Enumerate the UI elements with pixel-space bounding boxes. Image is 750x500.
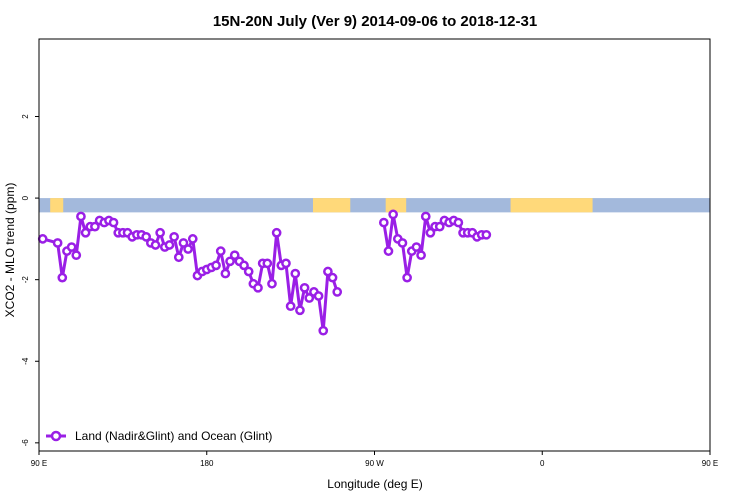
data-point: [420, 211, 431, 222]
land-band: [510, 198, 593, 213]
y-axis-label: XCO2 - MLO trend (ppm): [3, 183, 17, 318]
data-point: [80, 227, 91, 238]
data-point: [295, 305, 305, 316]
data-point: [332, 287, 343, 297]
land-band: [385, 198, 407, 213]
data-point: [397, 238, 408, 248]
y-tick-label: -6: [21, 439, 30, 447]
data-point: [229, 250, 240, 261]
x-tick-label: 90 E: [702, 459, 718, 468]
legend: Land (Nadir&Glint) and Ocean (Glint): [46, 429, 272, 443]
land-band: [50, 198, 64, 213]
data-point: [178, 238, 189, 248]
data-point: [150, 240, 161, 250]
x-axis-label: Longitude (deg E): [327, 477, 422, 491]
data-point: [71, 250, 82, 261]
data-point: [453, 217, 464, 228]
data-point: [225, 256, 235, 267]
ocean-band: [39, 198, 710, 213]
y-tick-label: -4: [21, 357, 30, 365]
y-tick-label: -2: [21, 276, 30, 284]
data-point: [304, 293, 315, 303]
data-series: [37, 209, 492, 336]
data-point: [262, 258, 273, 269]
data-point: [416, 250, 426, 261]
data-point: [313, 291, 324, 301]
data-point: [267, 278, 277, 289]
data-point: [299, 282, 310, 293]
surface-band: [39, 198, 710, 213]
data-point: [285, 301, 296, 312]
data-point: [425, 227, 436, 238]
data-point: [155, 227, 166, 238]
data-point: [239, 260, 249, 271]
data-point: [383, 246, 394, 256]
data-point: [52, 238, 63, 248]
data-point: [253, 282, 263, 293]
data-point: [411, 242, 422, 252]
data-point: [187, 234, 198, 244]
data-point: [434, 221, 445, 232]
x-tick-label: 180: [200, 459, 214, 468]
data-point: [76, 211, 86, 222]
data-point: [318, 325, 329, 336]
y-tick-label: 2: [21, 114, 30, 119]
data-point: [215, 246, 226, 256]
legend-label: Land (Nadir&Glint) and Ocean (Glint): [75, 429, 272, 443]
land-band: [312, 198, 351, 213]
x-tick-label: 90 W: [365, 459, 384, 468]
data-point: [327, 272, 338, 283]
x-tick-label: 90 E: [31, 459, 47, 468]
data-point: [402, 272, 412, 283]
data-point: [290, 268, 301, 279]
data-point: [169, 231, 179, 242]
data-point: [271, 227, 282, 238]
data-point: [220, 268, 231, 279]
data-point: [323, 266, 333, 277]
data-point: [183, 244, 193, 254]
data-point: [164, 240, 175, 250]
x-tick-label: 0: [540, 459, 545, 468]
data-point: [37, 234, 48, 244]
data-point: [243, 266, 254, 277]
data-point: [90, 221, 100, 232]
data-point: [211, 260, 221, 271]
data-point: [281, 258, 291, 269]
data-point: [66, 242, 77, 252]
plot-frame: [38, 38, 711, 452]
legend-marker: [50, 430, 62, 442]
data-point: [57, 272, 68, 283]
data-point: [108, 217, 119, 228]
data-point: [141, 231, 152, 242]
data-point: [388, 209, 398, 220]
y-tick-label: 0: [21, 195, 30, 200]
plot-area: 90 E 180 90 W 0 90 E -6 -4 -2 0 2 Land (Nadir&Gli…: [21, 38, 718, 468]
data-point: [378, 217, 389, 228]
data-point: [173, 252, 184, 263]
data-point: [481, 229, 492, 240]
chart-title: 15N-20N July (Ver 9) 2014-09-06 to 2018-…: [213, 13, 537, 30]
axis-ticks: 90 E 180 90 W 0 90 E -6 -4 -2 0 2: [21, 114, 718, 468]
